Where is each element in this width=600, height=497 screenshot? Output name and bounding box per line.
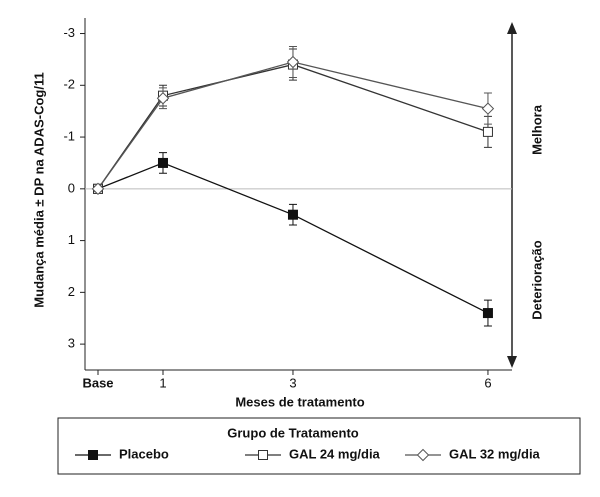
y-tick-label: 2 bbox=[68, 284, 75, 299]
point bbox=[482, 308, 493, 319]
annotation-up: Melhora bbox=[529, 104, 544, 155]
point bbox=[157, 157, 168, 168]
series-line bbox=[97, 61, 489, 190]
y-tick-label: -3 bbox=[63, 25, 75, 40]
x-tick-label: Base bbox=[82, 375, 113, 390]
legend-label: GAL 32 mg/dia bbox=[449, 446, 541, 461]
point bbox=[481, 102, 495, 115]
y-tick-label: -1 bbox=[63, 128, 75, 143]
point bbox=[286, 55, 300, 69]
legend-title: Grupo de Tratamento bbox=[227, 425, 359, 440]
x-tick-label: 6 bbox=[484, 375, 491, 390]
legend-label: GAL 24 mg/dia bbox=[289, 446, 381, 461]
x-tick-label: 3 bbox=[289, 375, 296, 390]
series-line bbox=[97, 162, 489, 314]
legend-label: Placebo bbox=[119, 446, 169, 461]
legend-box bbox=[57, 417, 581, 475]
point bbox=[482, 126, 493, 137]
point bbox=[91, 182, 105, 196]
y-tick-label: 1 bbox=[68, 232, 75, 247]
legend-marker bbox=[258, 450, 268, 460]
x-tick-label: 1 bbox=[159, 375, 166, 390]
series-line bbox=[97, 63, 489, 190]
y-tick-label: -2 bbox=[63, 77, 75, 92]
y-tick-label: 0 bbox=[68, 180, 75, 195]
legend-marker bbox=[88, 450, 98, 460]
x-axis-label: Meses de tratamento bbox=[235, 394, 364, 409]
y-tick-label: 3 bbox=[68, 336, 75, 351]
point bbox=[287, 209, 298, 220]
legend-marker bbox=[416, 448, 430, 462]
point bbox=[156, 92, 170, 105]
y-axis-label: Mudança média ± DP na ADAS-Cog/11 bbox=[31, 72, 46, 307]
annotation-down: Deterioração bbox=[529, 240, 544, 320]
